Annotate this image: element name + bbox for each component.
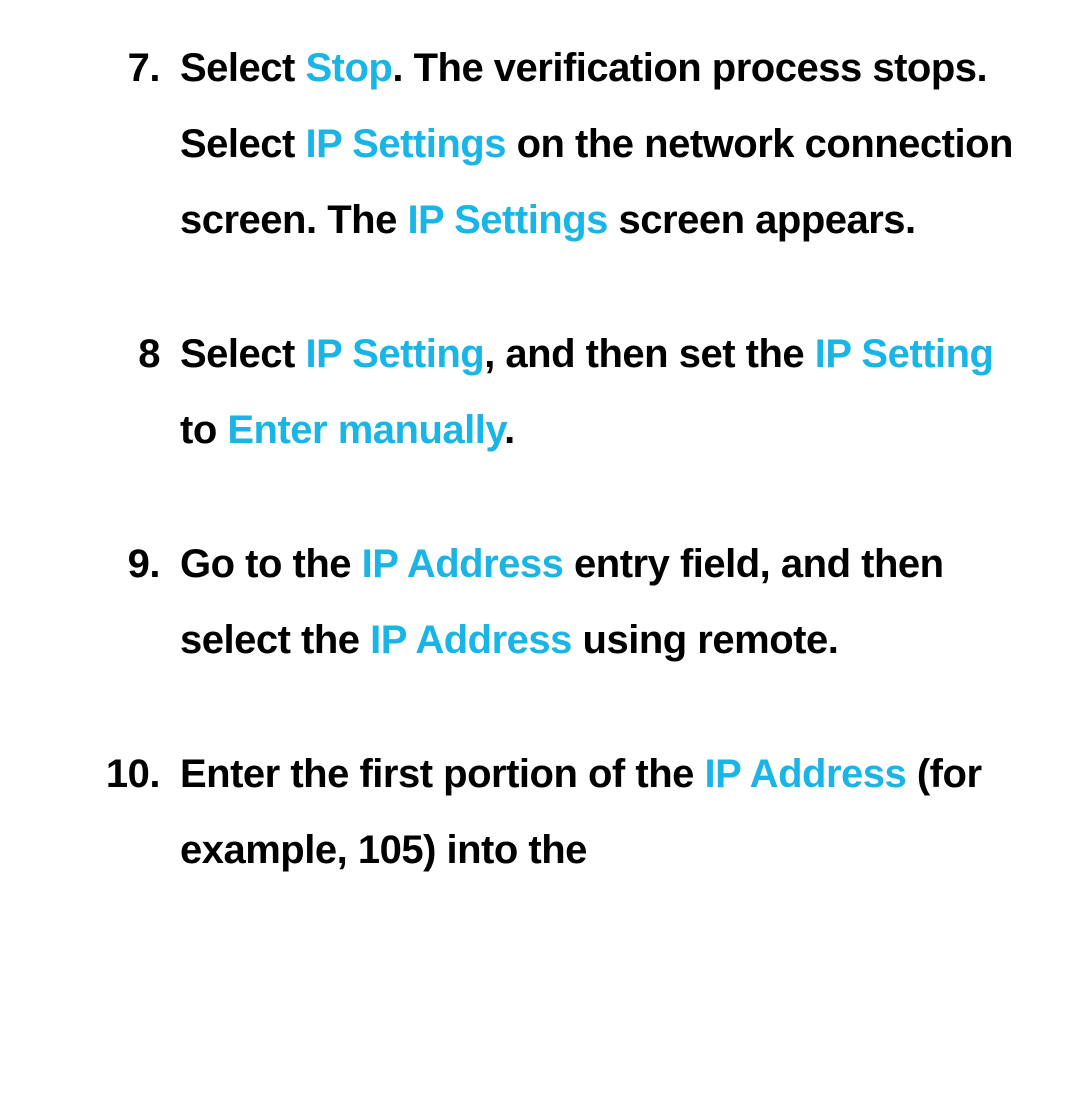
step-text-fragment: . xyxy=(504,408,515,452)
step-text-fragment: using remote. xyxy=(572,618,838,662)
highlight-term: IP Address xyxy=(370,618,572,662)
highlight-term: IP Settings xyxy=(305,122,505,166)
document-page: 7. Select Stop. The verification process … xyxy=(0,0,1080,1104)
step-text-fragment: Go to the xyxy=(180,542,362,586)
step-item: 9. Go to the IP Address entry field, and … xyxy=(40,526,1040,678)
step-text: Go to the IP Address entry field, and th… xyxy=(180,542,944,662)
step-number: 10. xyxy=(40,736,160,812)
step-text-fragment: Enter the first portion of the xyxy=(180,752,704,796)
step-text-fragment: to xyxy=(180,408,227,452)
step-text: Enter the first portion of the IP Addres… xyxy=(180,752,982,872)
step-number: 7. xyxy=(40,30,160,106)
step-text-fragment: Select xyxy=(180,332,305,376)
highlight-term: IP Setting xyxy=(815,332,994,376)
highlight-term: IP Setting xyxy=(305,332,484,376)
step-text-fragment: Select xyxy=(180,46,305,90)
step-text: Select Stop. The verification process st… xyxy=(180,46,1013,242)
step-text-fragment: , and then set the xyxy=(484,332,815,376)
highlight-term: IP Address xyxy=(704,752,906,796)
highlight-term: IP Address xyxy=(362,542,564,586)
step-item: 8 Select IP Setting, and then set the IP … xyxy=(40,316,1040,468)
step-item: 7. Select Stop. The verification process … xyxy=(40,30,1040,258)
step-item: 10. Enter the first portion of the IP Add… xyxy=(40,736,1040,888)
highlight-term: Enter manually xyxy=(227,408,504,452)
step-number: 9. xyxy=(40,526,160,602)
step-text: Select IP Setting, and then set the IP S… xyxy=(180,332,993,452)
highlight-term: Stop xyxy=(305,46,392,90)
step-text-fragment: screen appears. xyxy=(608,198,916,242)
highlight-term: IP Settings xyxy=(407,198,607,242)
steps-list: 7. Select Stop. The verification process … xyxy=(40,30,1040,888)
step-number: 8 xyxy=(40,316,160,392)
